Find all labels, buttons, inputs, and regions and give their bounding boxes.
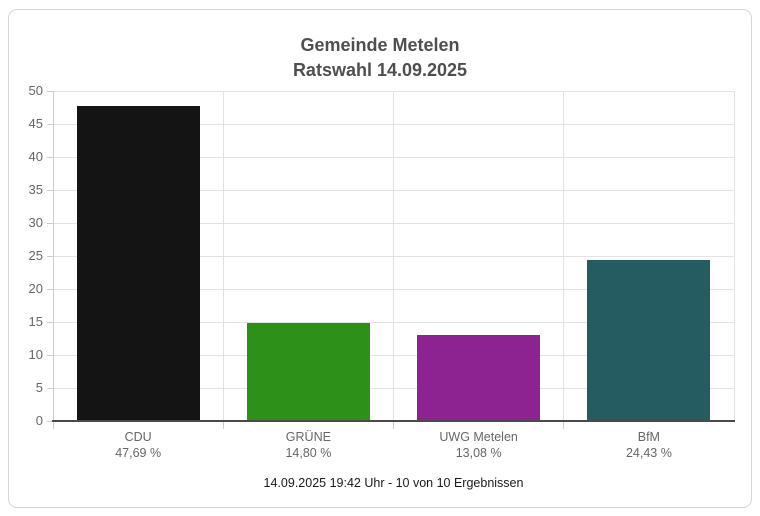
y-tick-mark-15: [47, 321, 53, 323]
y-tick-label-30: 30: [28, 215, 43, 230]
x-gridline-4: [733, 91, 735, 421]
y-tick-label-50: 50: [28, 83, 43, 98]
bar-grüne: [246, 323, 370, 421]
bar-uwg-metelen: [417, 334, 541, 421]
category-label-uwg-metelen: UWG Metelen 13,08 %: [394, 430, 564, 461]
y-tick-label-0: 0: [35, 413, 43, 428]
category-percentage: 14,80 %: [285, 445, 332, 460]
x-gridline-2: [393, 91, 394, 421]
y-tick-mark-20: [47, 288, 53, 290]
bar-cdu: [76, 106, 200, 421]
y-tick-mark-50: [47, 90, 53, 92]
y-tick-mark-25: [47, 255, 53, 257]
category-name: GRÜNE: [285, 430, 331, 444]
chart-footer-status: 14.09.2025 19:42 Uhr - 10 von 10 Ergebni…: [263, 476, 524, 490]
x-axis-line: [52, 420, 735, 422]
category-name: BfM: [637, 430, 660, 444]
category-name: UWG Metelen: [439, 430, 518, 444]
y-tick-label-25: 25: [28, 248, 43, 263]
y-tick-label-45: 45: [28, 116, 43, 131]
category-percentage: 24,43 %: [625, 445, 672, 460]
category-percentage: 47,69 %: [115, 445, 162, 460]
y-tick-label-5: 5: [35, 380, 43, 395]
y-tick-mark-45: [47, 123, 53, 125]
y-axis-line: [53, 91, 54, 429]
category-name: CDU: [124, 430, 152, 444]
y-tick-mark-35: [47, 189, 53, 191]
y-tick-mark-40: [47, 156, 53, 158]
y-tick-mark-30: [47, 222, 53, 224]
chart-title: Gemeinde Metelen Ratswahl 14.09.2025: [0, 33, 760, 83]
category-label-cdu: CDU 47,69 %: [53, 430, 223, 461]
x-tick-mark-1: [222, 422, 224, 429]
y-tick-label-15: 15: [28, 314, 43, 329]
y-tick-mark-5: [47, 387, 53, 389]
category-label-grüne: GRÜNE 14,80 %: [223, 430, 393, 461]
x-tick-mark-3: [563, 422, 565, 429]
chart-title-line1: Gemeinde Metelen: [300, 35, 460, 55]
x-tick-mark-2: [393, 422, 394, 429]
y-tick-label-20: 20: [28, 281, 43, 296]
x-gridline-3: [563, 91, 565, 421]
y-tick-mark-10: [47, 354, 53, 356]
y-tick-label-35: 35: [28, 182, 43, 197]
category-label-bfm: BfM 24,43 %: [564, 430, 734, 461]
y-tick-mark-0: [47, 420, 53, 422]
chart-title-line2: Ratswahl 14.09.2025: [292, 60, 468, 80]
y-tick-label-10: 10: [28, 347, 43, 362]
category-percentage: 13,08 %: [455, 445, 502, 460]
bar-bfm: [587, 259, 711, 421]
x-gridline-1: [222, 91, 224, 421]
y-tick-label-40: 40: [28, 149, 43, 164]
